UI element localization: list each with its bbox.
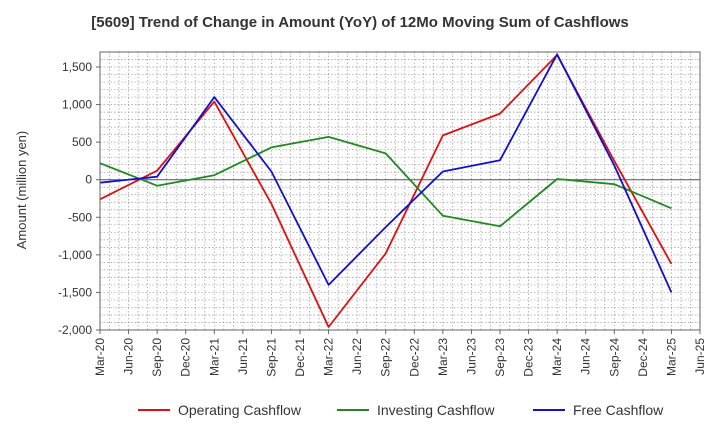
x-tick-label: Sep-21: [264, 338, 278, 377]
x-ticks: Mar-20 Jun-20 Sep-20 Dec-20 Mar-21 Jun-21 Sep-…: [93, 330, 707, 377]
legend-label-free-cashflow: Free Cashflow: [573, 402, 664, 418]
x-tick-label: Dec-24: [636, 338, 650, 377]
x-tick-label: Sep-24: [607, 338, 621, 377]
y-tick-label: 500: [72, 135, 92, 149]
y-tick-label: -1,000: [58, 248, 92, 262]
x-tick-label: Dec-20: [179, 338, 193, 377]
x-tick-label: Dec-23: [522, 338, 536, 377]
series-layer: [99, 53, 673, 328]
x-tick-label: Jun-21: [236, 338, 250, 375]
x-tick-label: Sep-22: [379, 338, 393, 377]
x-tick-label: Jun-24: [579, 338, 593, 375]
x-tick-label: Jun-25: [693, 338, 707, 375]
x-tick-label: Sep-23: [493, 338, 507, 377]
y-tick-label: 1,000: [62, 98, 92, 112]
x-tick-label: Dec-22: [407, 338, 421, 377]
y-tick-label: -1,500: [58, 285, 92, 299]
x-tick-label: Mar-24: [550, 338, 564, 376]
x-tick-label: Mar-25: [664, 338, 678, 376]
y-tick-label: 0: [85, 173, 92, 187]
plot-frame: [99, 51, 701, 331]
x-tick-label: Jun-20: [122, 338, 136, 375]
legend-label-investing-cashflow: Investing Cashflow: [377, 402, 495, 418]
series-line-investing-cashflow: [99, 135, 672, 228]
x-tick-label: Sep-20: [150, 338, 164, 377]
series-line-operating-cashflow: [99, 54, 673, 328]
y-tick-label: 1,500: [62, 60, 92, 74]
y-ticks: 1,500 1,000 500 0 -500 -1,000 -1,500 -2,000: [58, 60, 100, 337]
y-tick-label: -500: [68, 210, 92, 224]
x-tick-label: Mar-20: [93, 338, 107, 376]
x-tick-label: Jun-23: [464, 338, 478, 375]
y-tick-label: -2,000: [58, 323, 92, 337]
series-line-free-cashflow: [99, 53, 673, 293]
x-tick-label: Jun-22: [350, 338, 364, 375]
chart-title: [5609] Trend of Change in Amount (YoY) o…: [91, 14, 629, 31]
legend: Operating Cashflow Investing Cashflow Free…: [138, 402, 664, 418]
x-tick-label: Dec-21: [293, 338, 307, 377]
x-tick-label: Mar-23: [436, 338, 450, 376]
grid-lines: [100, 52, 700, 330]
x-tick-label: Mar-21: [207, 338, 221, 376]
legend-label-operating-cashflow: Operating Cashflow: [178, 402, 302, 418]
x-tick-label: Mar-22: [322, 338, 336, 376]
